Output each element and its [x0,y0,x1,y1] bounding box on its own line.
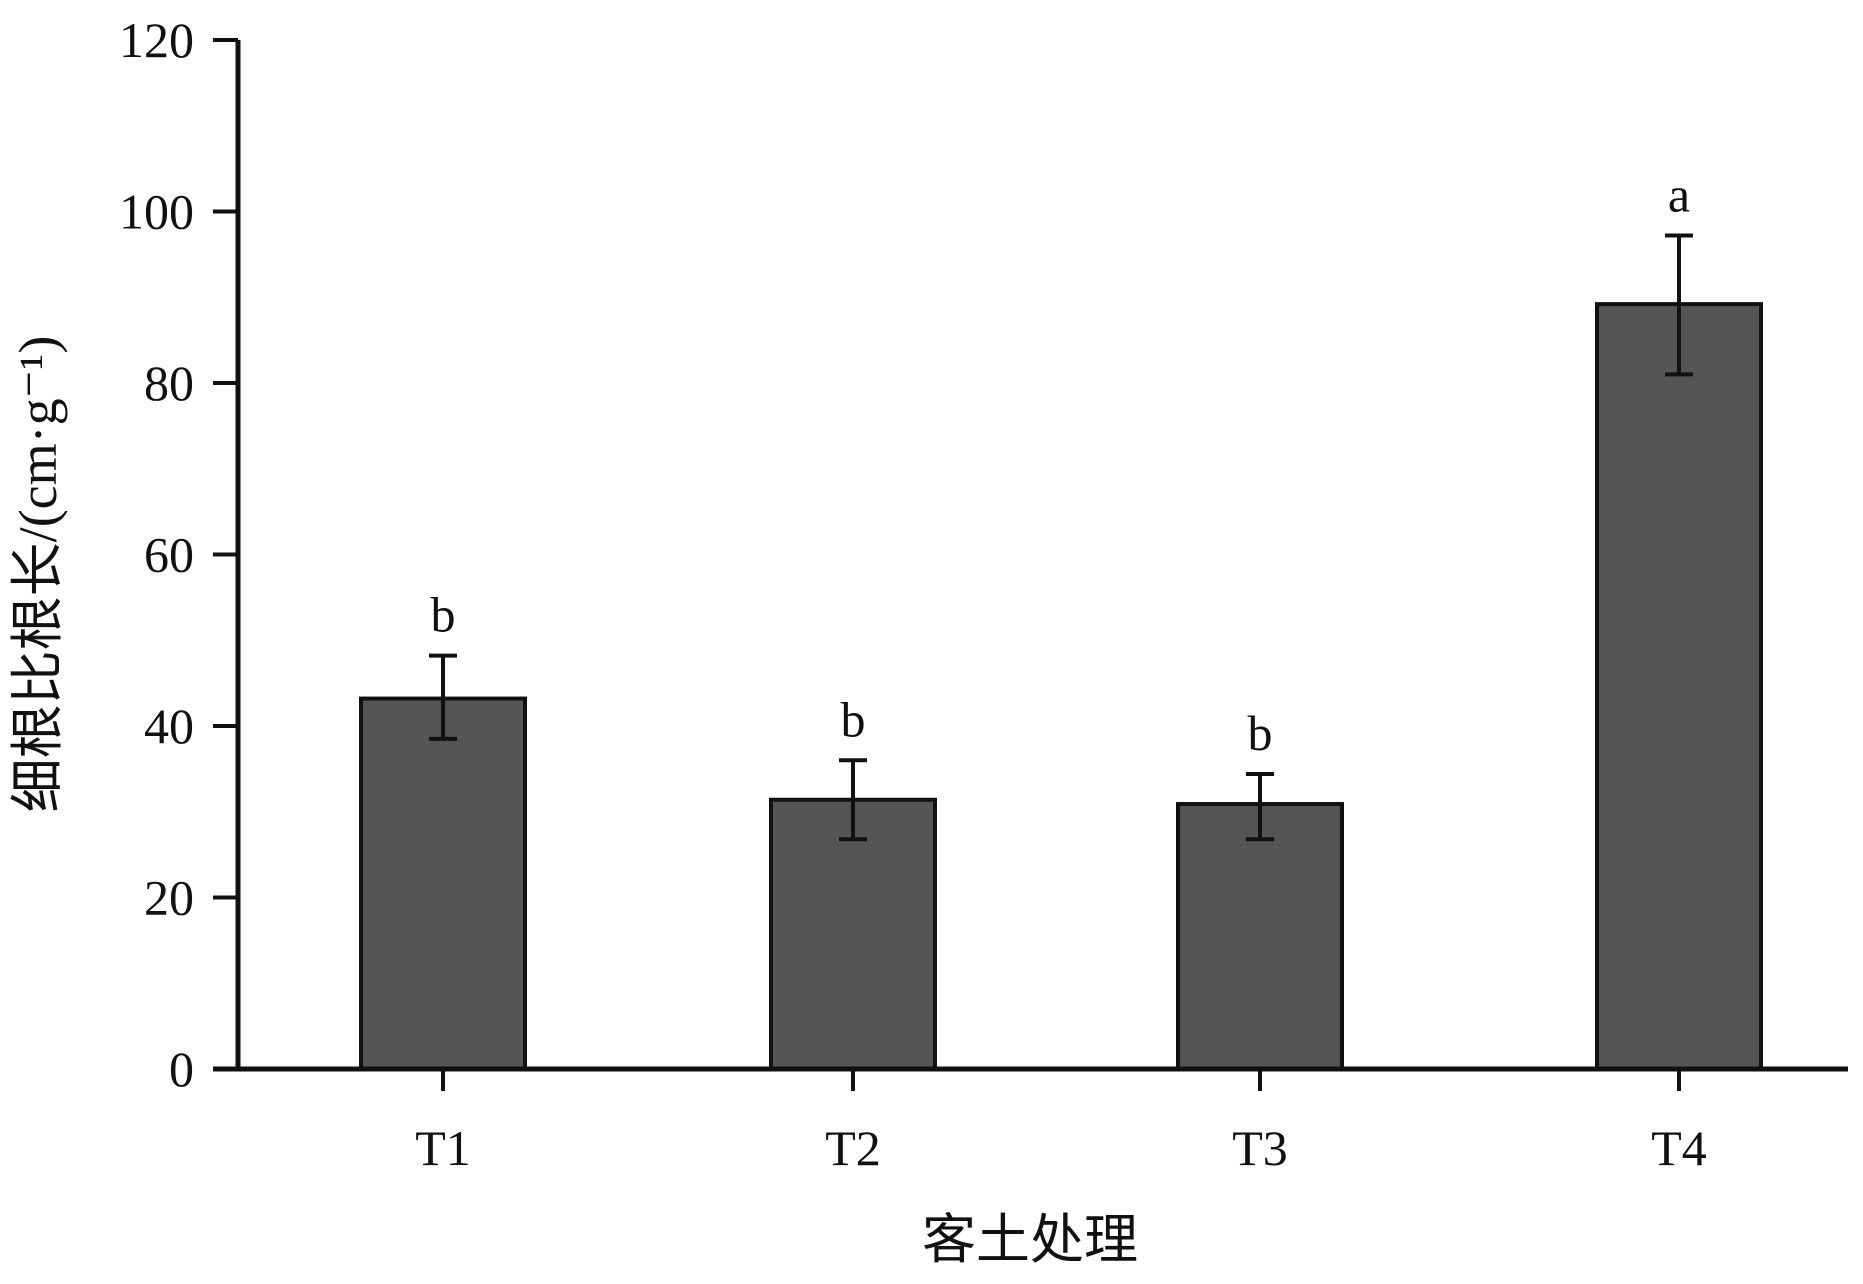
error-bars-group [429,233,1693,842]
bar-T4 [1595,302,1763,1071]
y-ticks-group: 0 20 40 60 80 100 120 [119,12,238,1097]
y-tick-label: 20 [144,870,194,926]
bar-T1 [359,696,527,1071]
x-tick-label-T2: T2 [825,1120,881,1176]
bar-T3 [1176,802,1344,1071]
significance-label-T2: b [841,691,866,747]
significance-label-T3: b [1248,705,1273,761]
bar-T2 [769,797,937,1071]
y-tick-label: 0 [169,1041,194,1097]
y-tick-label: 120 [119,12,194,68]
y-tick-label: 40 [144,698,194,754]
x-tick-label-T4: T4 [1651,1120,1707,1176]
y-tick-label: 100 [119,184,194,240]
significance-labels-group: b b b a [431,167,1691,762]
x-tick-label-T3: T3 [1232,1120,1288,1176]
bars-group [359,302,1763,1071]
x-axis-title: 客土处理 [922,1210,1138,1270]
y-axis-title: 细根比根长/(cm·g⁻¹) [8,336,68,813]
significance-label-T4: a [1668,167,1690,223]
x-ticks-group: T1 T2 T3 T4 [415,1069,1707,1176]
y-tick-label: 60 [144,527,194,583]
x-tick-label-T1: T1 [415,1120,471,1176]
significance-label-T1: b [431,587,456,643]
y-tick-label: 80 [144,355,194,411]
